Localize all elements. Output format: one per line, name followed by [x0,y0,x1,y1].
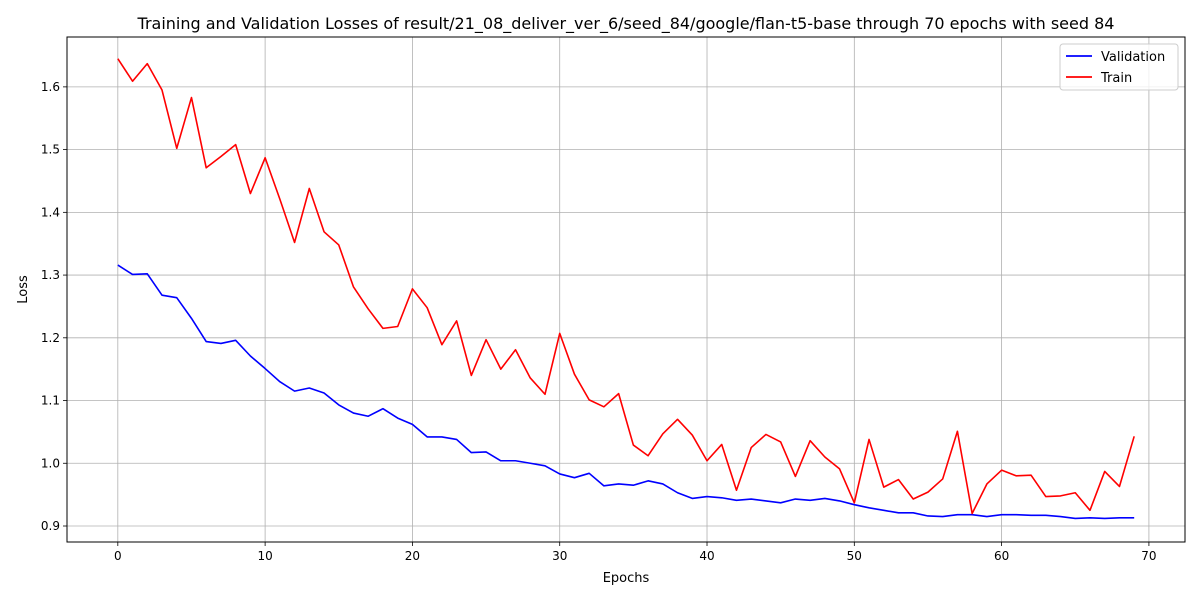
y-tick-label: 1.2 [41,331,60,345]
x-tick-label: 0 [114,549,122,563]
legend: Validation Train [1059,43,1179,91]
y-tick-label: 0.9 [41,519,60,533]
y-tick-label: 1.6 [41,80,60,94]
x-tick-label: 20 [405,549,420,563]
series-line-train [117,58,1135,515]
x-tick-label: 10 [257,549,272,563]
grid-layer [67,37,1185,542]
y-tick-label: 1.4 [41,205,60,219]
x-tick-label: 60 [994,549,1009,563]
y-tick-label: 1.5 [41,143,60,157]
legend-label-validation: Validation [1101,50,1165,65]
plot-frame [66,36,1186,543]
chart-title: Training and Validation Losses of result… [137,14,1115,34]
x-axis-label: Epochs [603,571,650,586]
x-tick-label: 70 [1141,549,1156,563]
series-layer [117,58,1135,520]
x-tick-label: 30 [552,549,567,563]
tick-layer: 0 10 20 30 40 50 60 70 0.9 1.0 1.1 1.2 1.3 1.4 1.5 1.6 [41,80,1157,563]
x-tick-label: 50 [847,549,862,563]
series-line-validation [117,264,1135,520]
y-tick-label: 1.3 [41,268,60,282]
legend-label-train: Train [1100,71,1132,86]
y-tick-label: 1.0 [41,456,60,470]
y-axis-label: Loss [16,275,31,304]
x-tick-label: 40 [699,549,714,563]
y-tick-label: 1.1 [41,394,60,408]
